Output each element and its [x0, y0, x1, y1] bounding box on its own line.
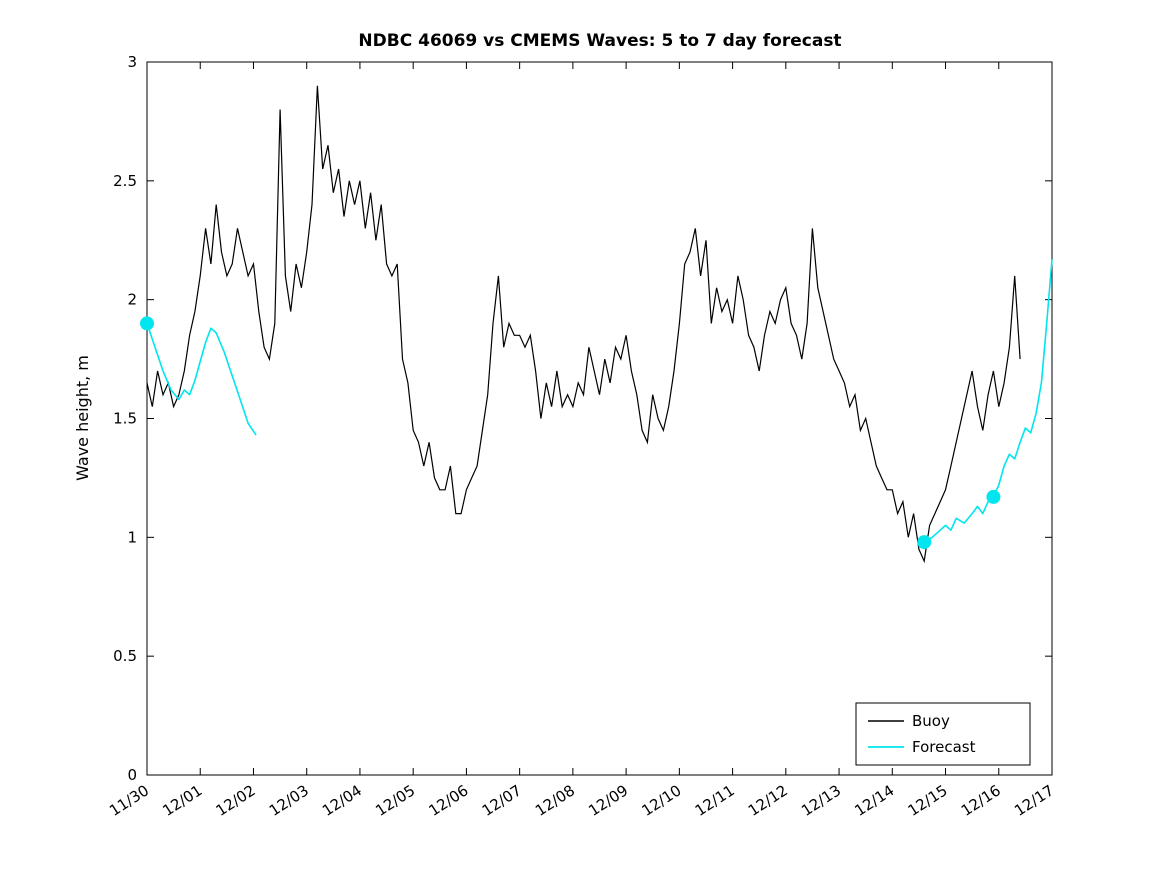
x-tick-label: 12/08	[532, 781, 578, 820]
axes-box	[146, 61, 1053, 776]
x-tick-label: 12/09	[585, 781, 631, 820]
legend: Buoy Forecast	[855, 702, 1031, 766]
x-tick-label: 12/06	[426, 781, 472, 820]
x-tick-label: 12/14	[851, 781, 897, 820]
y-tick-label: 3	[127, 53, 137, 71]
buoy-line	[146, 85, 1021, 564]
x-tick-label: 11/30	[106, 781, 152, 820]
forecast-start-marker	[917, 535, 932, 550]
legend-label: Buoy	[912, 712, 950, 730]
chart-title: NDBC 46069 vs CMEMS Waves: 5 to 7 day fo…	[358, 31, 841, 51]
series-layer	[140, 85, 1053, 564]
x-tick-label: 12/03	[266, 781, 312, 820]
forecast-line	[146, 323, 257, 436]
y-tick-label: 2.5	[113, 172, 137, 190]
x-tick-label: 12/07	[479, 781, 525, 820]
x-tick-label: 12/01	[159, 781, 205, 820]
x-tick-label: 12/17	[1011, 781, 1057, 820]
x-tick-label: 12/12	[745, 781, 791, 820]
forecast-start-marker	[986, 489, 1001, 504]
y-tick-label: 1.5	[113, 410, 137, 428]
x-tick-label: 12/04	[319, 781, 365, 820]
x-tick-label: 12/15	[905, 781, 951, 820]
y-tick-label: 1	[127, 528, 137, 546]
x-tick-label: 12/13	[798, 781, 844, 820]
legend-label: Forecast	[912, 738, 976, 756]
x-tick-label: 12/05	[372, 781, 418, 820]
x-tick-label: 12/16	[958, 781, 1004, 820]
x-tick-label: 12/10	[638, 781, 684, 820]
legend-box	[855, 702, 1031, 766]
forecast-start-marker	[140, 316, 154, 331]
x-tick-label: 12/11	[692, 781, 738, 820]
y-tick-label: 2	[127, 291, 137, 309]
y-tick-label: 0.5	[113, 647, 137, 665]
y-tick-label: 0	[127, 766, 137, 784]
y-axis-label: Wave height, m	[73, 355, 92, 481]
x-tick-label: 12/02	[213, 781, 259, 820]
